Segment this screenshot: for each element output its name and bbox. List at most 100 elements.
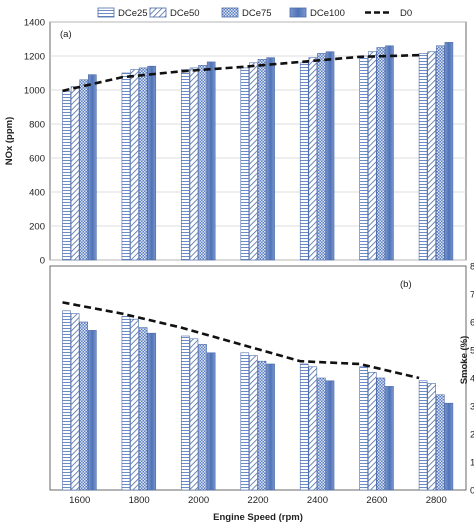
b-bar-dce75-2800 bbox=[435, 394, 445, 491]
a-bar-dce100-2600 bbox=[385, 45, 394, 261]
panel-b-tag: (b) bbox=[400, 279, 412, 290]
legend-label-dce100: DCe100 bbox=[310, 8, 345, 19]
a-bar-dce25-1600 bbox=[62, 91, 71, 261]
b-y-tick-label: 60 bbox=[470, 318, 474, 329]
a-bar-dce75-2200 bbox=[257, 59, 267, 261]
panel-a-grid bbox=[50, 21, 466, 261]
a-bar-dce100-1600 bbox=[88, 74, 97, 261]
panel-a-y-ticks: 0 200 400 600 800 1000 1200 1400 bbox=[24, 18, 45, 267]
b-y-tick-label: 20 bbox=[470, 430, 474, 441]
b-bar-dce100-1600 bbox=[88, 330, 97, 491]
a-bar-dce25-2400 bbox=[299, 62, 309, 261]
a-y-tick-label: 200 bbox=[29, 222, 45, 233]
a-bar-dce100-2400 bbox=[325, 51, 335, 261]
a-y-tick-label: 800 bbox=[29, 120, 45, 131]
a-bar-dce25-2000 bbox=[181, 69, 190, 261]
a-y-tick-label: 1400 bbox=[24, 18, 45, 29]
a-bar-dce75-1800 bbox=[138, 67, 148, 261]
x-axis-ticks: 1600 1800 2000 2200 2400 2600 2800 bbox=[69, 495, 447, 506]
b-bar-dce75-1800 bbox=[138, 327, 148, 491]
b-bar-dce75-1600 bbox=[79, 321, 89, 491]
b-bar-dce25-2800 bbox=[418, 380, 428, 491]
a-bar-dce75-2400 bbox=[317, 53, 326, 261]
panel-b-ylabel: Smoke (%) bbox=[459, 336, 470, 385]
b-bar-dce25-1800 bbox=[121, 316, 131, 491]
a-bar-dce25-2200 bbox=[240, 67, 250, 261]
b-line-d0 bbox=[62, 301, 420, 380]
legend-swatch-dce25 bbox=[97, 7, 115, 18]
a-bar-dce100-1800 bbox=[147, 65, 157, 261]
b-bar-dce75-2200 bbox=[257, 360, 267, 491]
b-bar-dce50-1800 bbox=[130, 318, 139, 491]
b-y-tick-label: 30 bbox=[470, 402, 474, 413]
x-tick-label-2400: 2400 bbox=[307, 495, 328, 506]
b-bar-dce25-1600 bbox=[62, 310, 71, 491]
b-bar-dce50-2800 bbox=[427, 383, 436, 491]
b-bar-dce100-2400 bbox=[325, 380, 335, 491]
b-bar-dce100-2800 bbox=[444, 402, 454, 491]
a-bar-dce50-1600 bbox=[70, 86, 80, 261]
b-bar-dce100-2600 bbox=[385, 386, 394, 491]
a-y-tick-label: 400 bbox=[29, 188, 45, 199]
a-y-tick-label: 600 bbox=[29, 154, 45, 165]
b-bar-dce25-2600 bbox=[359, 366, 368, 491]
panel-a-ylabel: NOx (ppm) bbox=[4, 117, 15, 166]
legend-swatch-dce50 bbox=[149, 7, 167, 18]
b-y-tick-label: 70 bbox=[470, 290, 474, 301]
b-bar-dce25-2400 bbox=[299, 363, 309, 491]
b-bar-dce100-2200 bbox=[266, 363, 275, 491]
a-y-tick-label: 1000 bbox=[24, 86, 45, 97]
b-y-tick-label: 10 bbox=[470, 458, 474, 469]
b-bar-dce50-1600 bbox=[70, 313, 80, 491]
b-y-tick-label: 50 bbox=[470, 346, 474, 357]
b-y-tick-label: 40 bbox=[470, 374, 474, 385]
smoke-chart-panel: 0 10 20 30 40 50 60 70 80 (b) Smoke (%) bbox=[49, 262, 474, 497]
a-bar-dce25-2600 bbox=[359, 55, 368, 261]
a-bar-dce75-1600 bbox=[79, 79, 89, 261]
a-bar-dce25-2800 bbox=[418, 53, 428, 261]
a-y-tick-label: 0 bbox=[40, 256, 45, 267]
a-y-tick-label: 1200 bbox=[24, 52, 45, 63]
panel-a-d0-line bbox=[62, 53, 420, 93]
b-bar-dce75-2600 bbox=[376, 377, 386, 491]
x-tick-label-2000: 2000 bbox=[188, 495, 209, 506]
legend-label-dce25: DCe25 bbox=[118, 8, 148, 19]
a-line-d0 bbox=[62, 53, 420, 93]
x-tick-label-2600: 2600 bbox=[366, 495, 387, 506]
b-bar-dce50-2200 bbox=[249, 355, 258, 491]
b-bar-dce50-2000 bbox=[189, 338, 199, 491]
legend-swatch-dce100 bbox=[289, 7, 307, 18]
x-tick-label-2200: 2200 bbox=[247, 495, 268, 506]
b-bar-dce75-2400 bbox=[317, 377, 326, 491]
a-bar-dce50-2200 bbox=[249, 62, 258, 261]
b-y-tick-label: 0 bbox=[470, 486, 474, 497]
a-bar-dce100-2800 bbox=[444, 42, 454, 261]
a-bar-dce50-2000 bbox=[189, 67, 199, 261]
x-tick-label-1600: 1600 bbox=[69, 495, 90, 506]
a-bar-dce50-2600 bbox=[367, 51, 377, 261]
legend-label-dce50: DCe50 bbox=[170, 8, 200, 19]
nox-chart-panel: 0 200 400 600 800 1000 1200 1400 (a) NOx (ppm) bbox=[4, 18, 467, 267]
legend: DCe25 DCe50 DCe75 DCe100 D0 bbox=[97, 7, 412, 19]
panel-b-y-ticks: 0 10 20 30 40 50 60 70 80 bbox=[470, 262, 474, 497]
a-bar-dce100-2000 bbox=[206, 61, 216, 261]
a-bar-dce50-2800 bbox=[427, 51, 436, 261]
legend-swatch-dce75 bbox=[221, 7, 239, 18]
x-axis-title: Engine Speed (rpm) bbox=[213, 512, 303, 523]
panel-b-bars bbox=[62, 310, 454, 491]
a-bar-dce75-2600 bbox=[376, 47, 386, 261]
b-bar-dce50-2400 bbox=[308, 366, 318, 491]
b-bar-dce25-2200 bbox=[240, 352, 250, 491]
a-bar-dce50-1800 bbox=[130, 69, 139, 261]
b-bar-dce100-2000 bbox=[206, 352, 216, 491]
a-bar-dce75-2800 bbox=[435, 45, 445, 261]
b-bar-dce50-2600 bbox=[367, 372, 377, 491]
b-bar-dce75-2000 bbox=[198, 344, 207, 491]
b-bar-dce25-2000 bbox=[181, 335, 190, 491]
b-bar-dce100-1800 bbox=[147, 332, 157, 491]
panel-a-bars bbox=[62, 42, 454, 261]
x-tick-label-2800: 2800 bbox=[426, 495, 447, 506]
a-bar-dce75-2000 bbox=[198, 65, 207, 261]
a-bar-dce50-2400 bbox=[308, 57, 318, 261]
